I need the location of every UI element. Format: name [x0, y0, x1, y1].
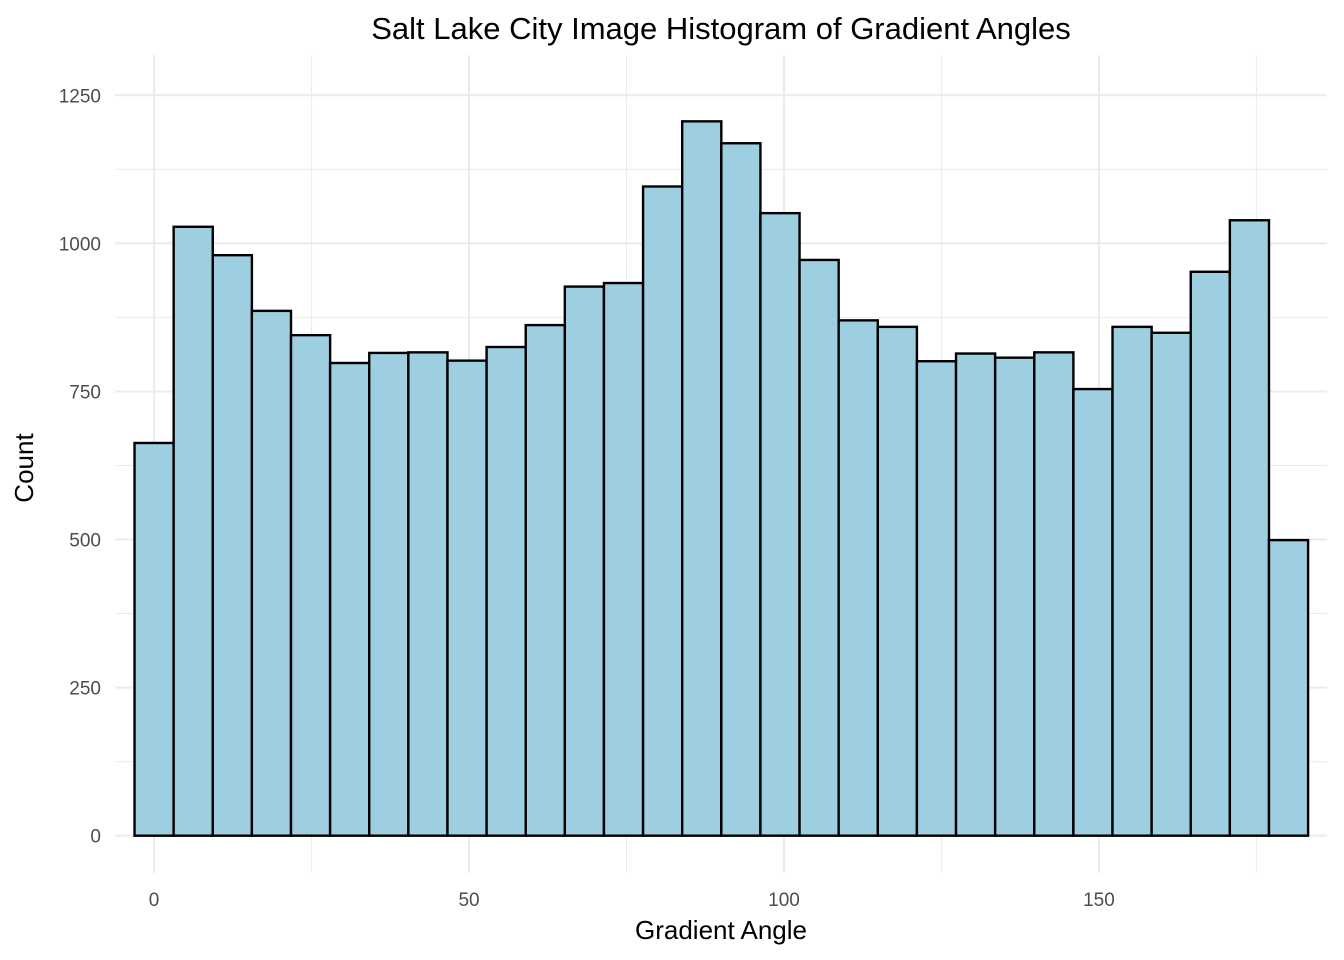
chart-title: Salt Lake City Image Histogram of Gradie… [371, 11, 1071, 46]
x-tick-labels: 0 50 100 150 [149, 890, 1115, 911]
histogram-bar [915, 360, 958, 837]
histogram-bar [289, 333, 332, 837]
histogram-bar [172, 225, 214, 837]
histogram-bar [1228, 219, 1271, 837]
histogram-bar [368, 351, 410, 837]
histogram-bar [1189, 270, 1232, 837]
histogram-bar [602, 281, 645, 837]
y-axis-title: Count [9, 433, 39, 503]
histogram-bar [1267, 538, 1310, 837]
histogram-bar [563, 285, 606, 837]
histogram-bar [954, 352, 997, 837]
histogram-bars [133, 120, 1310, 837]
x-axis-title: Gradient Angle [635, 915, 807, 945]
x-tick-label: 0 [149, 890, 160, 911]
histogram-bar [798, 258, 840, 837]
histogram-bar [524, 323, 567, 837]
y-tick-label: 500 [69, 531, 101, 552]
y-tick-labels: 0 250 500 750 1000 1250 [59, 86, 101, 847]
histogram-bar [1150, 331, 1192, 837]
histogram-bar [759, 211, 801, 837]
x-tick-label: 50 [458, 890, 479, 911]
x-tick-label: 100 [768, 890, 800, 911]
y-tick-label: 1250 [59, 86, 101, 107]
histogram-bar [446, 359, 488, 837]
histogram-bar [1111, 325, 1153, 837]
histogram-bar [328, 361, 371, 837]
x-tick-label: 150 [1083, 890, 1115, 911]
histogram-bar [1033, 351, 1075, 837]
histogram-bar [641, 185, 684, 837]
histogram-bar [250, 309, 293, 837]
histogram-bar [680, 120, 723, 837]
y-tick-label: 0 [90, 827, 101, 848]
y-tick-label: 1000 [59, 234, 101, 255]
histogram-bar [485, 345, 527, 837]
y-tick-label: 250 [69, 679, 101, 700]
y-tick-label: 750 [69, 382, 101, 403]
histogram-bar [876, 325, 919, 837]
histogram-bar [133, 441, 175, 837]
histogram-bar [1072, 387, 1114, 837]
histogram-bar [211, 254, 254, 837]
histogram-bar [993, 356, 1036, 837]
histogram-bar [407, 351, 449, 837]
histogram-bar [837, 319, 879, 837]
histogram-bar [720, 142, 762, 837]
